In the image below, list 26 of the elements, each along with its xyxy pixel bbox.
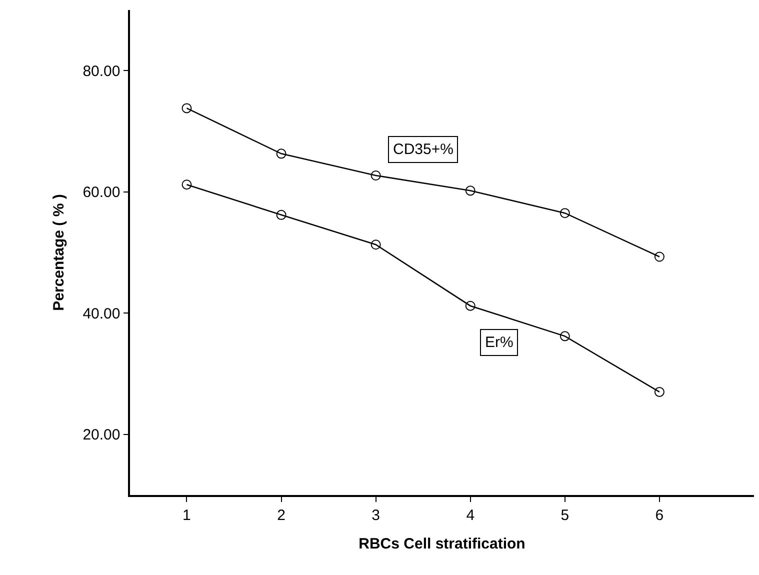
y-axis-title: Percentage ( % ) [50,194,68,311]
point [654,252,664,262]
point [370,240,381,250]
x-axis-title: RBCs Cell stratification [358,535,526,552]
point [276,148,286,159]
point [465,300,476,311]
y-tick-label: 20.00 [82,426,120,444]
point [370,170,381,181]
point [465,186,476,196]
point [654,386,664,397]
series-label: Er% [485,334,514,351]
x-tick-label: 2 [277,506,286,524]
point [560,331,570,342]
x-tick-label: 3 [372,506,380,524]
point [182,180,192,190]
y-tick-label: 60.00 [82,184,120,202]
point [182,103,192,114]
y-tick-label: 80.00 [82,62,120,80]
y-tick-label: 40.00 [82,305,120,322]
series-label: CD35+% [393,141,454,158]
x-tick-label: 4 [466,506,475,524]
point [276,210,286,220]
point [560,208,570,218]
x-tick-label: 5 [560,506,570,524]
x-tick-label: 1 [182,506,191,524]
x-tick-label: 6 [655,506,664,524]
